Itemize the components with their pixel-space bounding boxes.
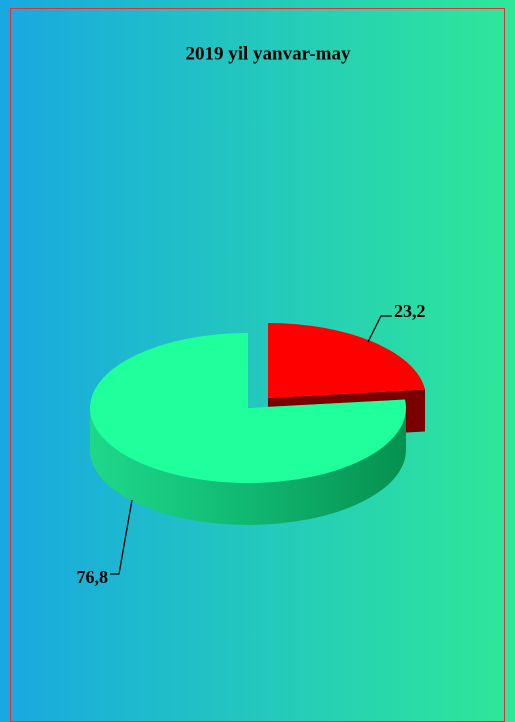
pie [89,323,425,525]
data-label: 23,2 [394,301,426,321]
slice-side [90,408,406,525]
leader-line [367,315,392,343]
slice [89,333,406,483]
leader-line [110,499,133,575]
data-label: 76,8 [77,567,109,587]
chart-title: 2019 yil yanvar-may [185,43,351,64]
slice [268,323,425,398]
